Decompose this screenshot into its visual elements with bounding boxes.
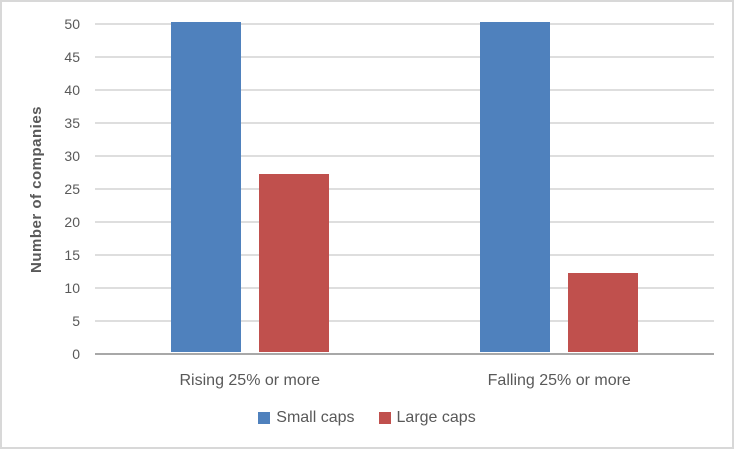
legend-label: Small caps [276,409,355,426]
y-tick-label: 30 [64,148,80,164]
gridline [95,254,714,256]
gridline [95,155,714,157]
x-axis-line [95,353,714,355]
x-category-label: Rising 25% or more [179,372,321,389]
legend-label: Large caps [396,409,476,426]
legend-item-large-caps: Large caps [378,409,476,427]
gridline [95,221,714,223]
plot-area [95,22,714,355]
y-tick-label: 5 [72,313,80,329]
legend: Small caps Large caps [2,409,732,427]
gridline [95,188,714,190]
bar-small-caps-1 [170,22,241,352]
y-tick-label: 50 [64,16,80,32]
bar-large-caps-1 [258,173,329,352]
legend-item-small-caps: Small caps [258,409,355,427]
gridline [95,287,714,289]
y-tick-label: 20 [64,214,80,230]
y-tick-label: 0 [72,346,80,362]
gridline [95,320,714,322]
y-tick-label: 35 [64,115,80,131]
y-tick-label: 15 [64,247,80,263]
gridline [95,89,714,91]
x-category-label: Falling 25% or more [487,372,631,389]
gridline [95,122,714,124]
legend-swatch-icon [378,412,391,424]
legend-swatch-icon [258,412,271,424]
bar-small-caps-2 [480,22,551,352]
y-tick-label: 45 [64,49,80,65]
gridline [95,56,714,58]
y-tick-label: 10 [64,280,80,296]
gridline [95,23,714,25]
y-tick-label: 40 [64,82,80,98]
y-tick-label: 25 [64,181,80,197]
bar-large-caps-2 [568,272,639,352]
